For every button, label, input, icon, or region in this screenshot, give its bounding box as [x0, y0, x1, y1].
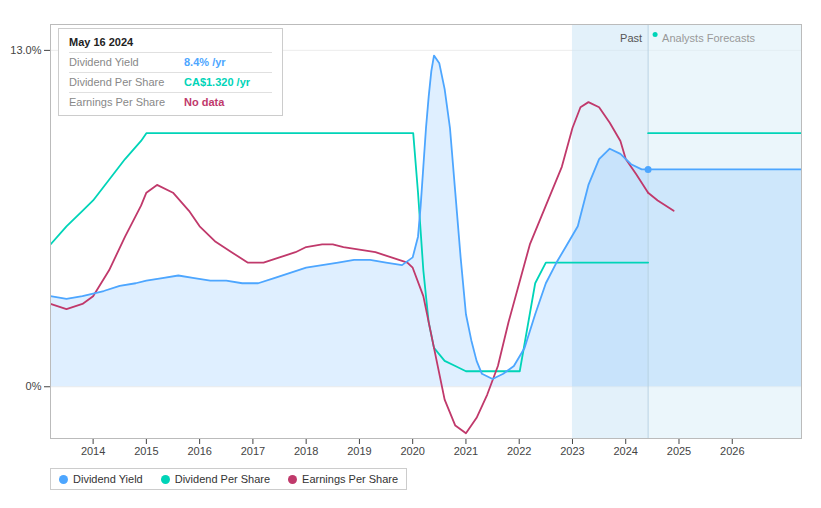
html-text:Dividend Per Share: Dividend Per Share: [174, 473, 271, 485]
html-text:CA$1.320 /yr: CA$1.320 /yr: [184, 76, 250, 88]
svg-text:2026: 2026: [720, 445, 744, 457]
svg-text:2016: 2016: [187, 445, 211, 457]
svg-text:2017: 2017: [241, 445, 265, 457]
svg-text:Analysts Forecasts: Analysts Forecasts: [662, 32, 755, 44]
svg-text:2023: 2023: [560, 445, 584, 457]
svg-text:13.0%: 13.0%: [10, 44, 41, 56]
html-text:Earnings Per Share: Earnings Per Share: [302, 473, 399, 485]
svg-text:2019: 2019: [347, 445, 371, 457]
svg-text:0%: 0%: [26, 380, 42, 392]
svg-text:2018: 2018: [294, 445, 318, 457]
html-text:Dividend Yield: Dividend Yield: [69, 56, 139, 68]
html-text:Earnings Per Share: Earnings Per Share: [69, 96, 165, 108]
svg-text:2022: 2022: [507, 445, 531, 457]
html-text:No data: No data: [184, 96, 225, 108]
svg-text:2025: 2025: [667, 445, 691, 457]
html-text:8.4% /yr: 8.4% /yr: [184, 56, 226, 68]
svg-text:2014: 2014: [81, 445, 105, 457]
svg-text:2015: 2015: [134, 445, 158, 457]
svg-text:2021: 2021: [454, 445, 478, 457]
html-text:May 16 2024: May 16 2024: [69, 36, 134, 48]
svg-text:2020: 2020: [400, 445, 424, 457]
svg-text:Past: Past: [620, 32, 642, 44]
svg-text:2024: 2024: [613, 445, 637, 457]
html-text:Dividend Per Share: Dividend Per Share: [69, 76, 165, 88]
html-text:Dividend Yield: Dividend Yield: [73, 473, 143, 485]
